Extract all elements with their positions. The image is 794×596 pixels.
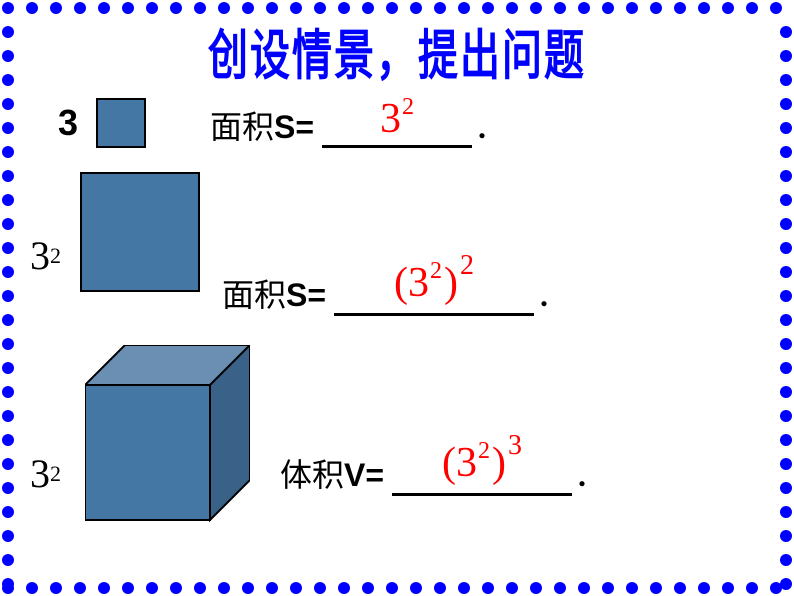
formula-3-var: V= [344, 457, 384, 493]
answer-2-outersup: 2 [460, 250, 474, 281]
side-label-3-sup: 2 [50, 461, 61, 486]
period-3: . [578, 457, 586, 493]
square-medium [80, 172, 200, 292]
answer-3-innersup: 2 [478, 438, 490, 464]
row-1: 3 [58, 98, 146, 148]
answer-2-open: ( [394, 260, 408, 306]
cube-svg [85, 345, 250, 525]
blank-3: (32)3 [392, 452, 572, 496]
answer-1-sup: 2 [402, 94, 414, 120]
formula-3-cn: 体积 [280, 457, 344, 493]
answer-3-close: ) [492, 440, 506, 486]
formula-2-cn: 面积 [222, 277, 286, 313]
answer-3-innerbase: 3 [456, 440, 477, 486]
side-label-3: 32 [30, 450, 61, 497]
formula-1-var: S= [274, 109, 314, 145]
formula-1-cn: 面积 [210, 109, 274, 145]
side-label-1-text: 3 [58, 102, 78, 143]
slide-title: 创设情景，提出问题 [208, 12, 586, 90]
answer-3: (32)3 [442, 439, 522, 487]
answer-2-innerbase: 3 [408, 260, 429, 306]
answer-1-base: 3 [380, 96, 401, 142]
answer-2: (32)2 [394, 259, 474, 307]
blank-1: 32 [322, 104, 472, 148]
answer-2-close: ) [444, 260, 458, 306]
side-label-2: 32 [30, 232, 61, 279]
answer-3-open: ( [442, 440, 456, 486]
formula-1: 面积S= 32 . [210, 102, 486, 148]
side-label-2-sup: 2 [50, 243, 61, 268]
formula-2-var: S= [286, 277, 326, 313]
period-1: . [478, 109, 486, 145]
side-label-1: 3 [58, 102, 78, 144]
answer-2-innersup: 2 [430, 258, 442, 284]
formula-2: 面积S= (32)2 . [222, 270, 548, 316]
side-label-3-base: 3 [30, 451, 50, 496]
square-small [96, 98, 146, 148]
cube-shape [85, 345, 250, 515]
period-2: . [540, 277, 548, 313]
side-label-2-base: 3 [30, 233, 50, 278]
formula-3: 体积V= (32)3 . [280, 450, 586, 496]
blank-2: (32)2 [334, 272, 534, 316]
answer-1: 32 [380, 95, 414, 143]
answer-3-outersup: 3 [508, 430, 522, 461]
